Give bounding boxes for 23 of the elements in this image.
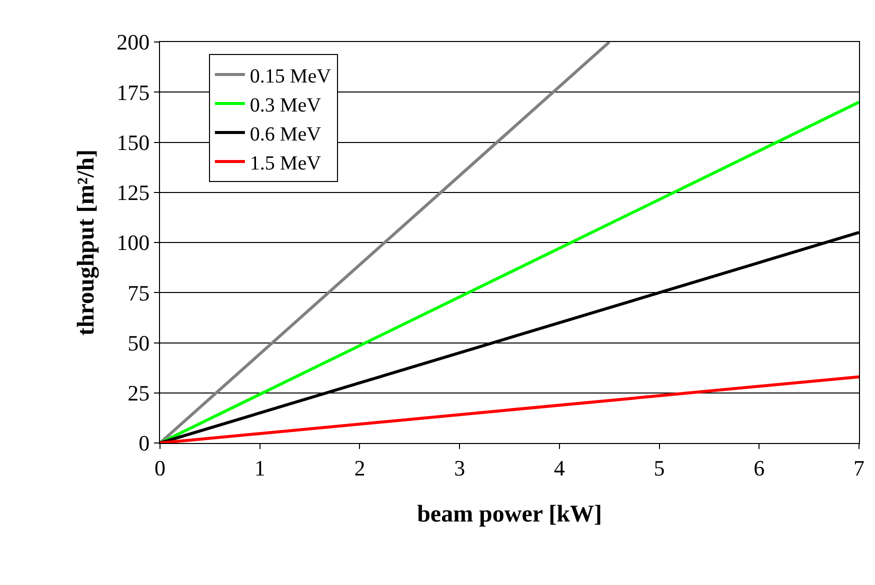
y-tick-label: 150 xyxy=(116,130,150,155)
legend-label: 0.6 MeV xyxy=(250,123,322,146)
x-tick-label: 2 xyxy=(354,455,366,480)
y-tick-label: 25 xyxy=(128,380,150,406)
y-tick-label: 100 xyxy=(116,230,150,256)
legend-label: 0.15 MeV xyxy=(250,65,332,88)
y-tick-label: 125 xyxy=(116,180,150,206)
legend-label: 0.3 MeV xyxy=(250,94,322,116)
y-axis-title: throughput [m²/h] xyxy=(74,149,100,336)
y-tick-label: 0 xyxy=(138,430,150,456)
x-tick-label: 4 xyxy=(554,455,565,480)
x-tick-label: 7 xyxy=(854,455,864,480)
y-tick-label: 175 xyxy=(116,80,150,105)
legend-label: 1.5 MeV xyxy=(250,152,322,174)
y-tick-label: 75 xyxy=(128,280,150,306)
x-tick-label: 1 xyxy=(254,455,266,480)
x-tick-label: 6 xyxy=(754,455,765,480)
x-axis-title: beam power [kW] xyxy=(417,502,602,528)
x-tick-label: 3 xyxy=(454,455,466,480)
y-tick-label: 200 xyxy=(116,30,150,55)
y-tick-label: 50 xyxy=(128,330,150,356)
x-tick-label: 5 xyxy=(654,455,665,480)
x-tick-label: 0 xyxy=(154,455,166,480)
